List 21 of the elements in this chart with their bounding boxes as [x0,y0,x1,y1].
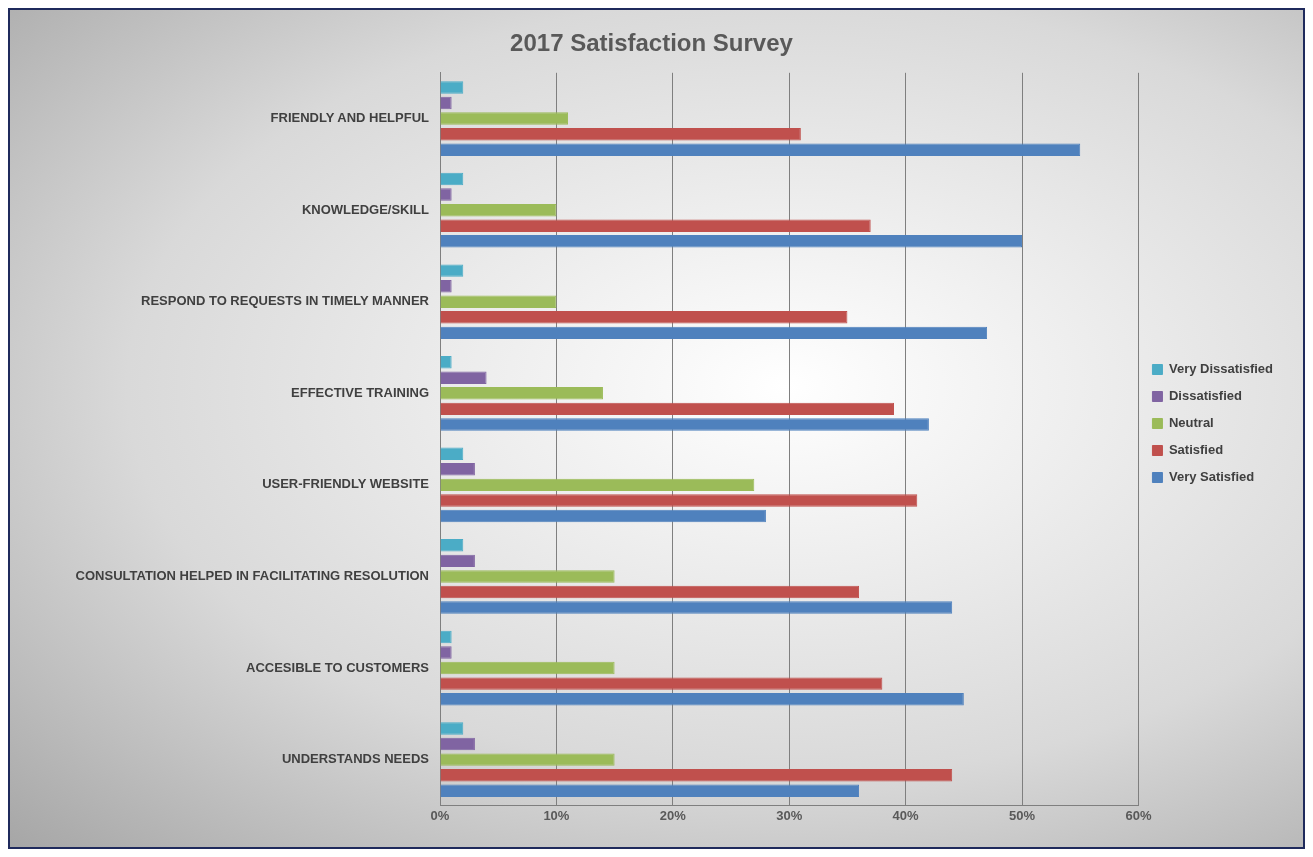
legend-label: Very Satisfied [1168,469,1255,485]
x-tick-label: 60% [1125,807,1152,823]
chart-title: 2017 Satisfaction Survey [510,29,794,57]
x-tick-label: 10% [543,807,570,823]
legend-label: Satisfied [1168,442,1224,458]
y-tick-label: FRIENDLY AND HELPFUL [270,110,430,126]
y-tick-label: RESPOND TO REQUESTS IN TIMELY MANNER [141,293,430,309]
legend-label: Dissatisfied [1168,388,1242,404]
y-tick-label: CONSULTATION HELPED IN FACILITATING RESOLUTION [75,568,429,584]
y-tick-label: UNDERSTANDS NEEDS [281,751,430,767]
x-tick-label: 0% [430,807,450,823]
y-tick-label: EFFECTIVE TRAINING [291,384,429,400]
x-tick-label: 20% [659,807,687,823]
y-tick-label: USER-FRIENDLY WEBSITE [262,476,430,492]
y-tick-label: KNOWLEDGE/SKILL [301,201,430,217]
x-tick-label: 40% [892,807,920,823]
x-tick-label: 50% [1009,807,1036,823]
legend-label: Very Dissatisfied [1168,361,1274,377]
x-tick-label: 30% [776,807,803,823]
y-tick-label: ACCESIBLE TO CUSTOMERS [246,659,430,675]
legend-label: Neutral [1168,415,1214,431]
